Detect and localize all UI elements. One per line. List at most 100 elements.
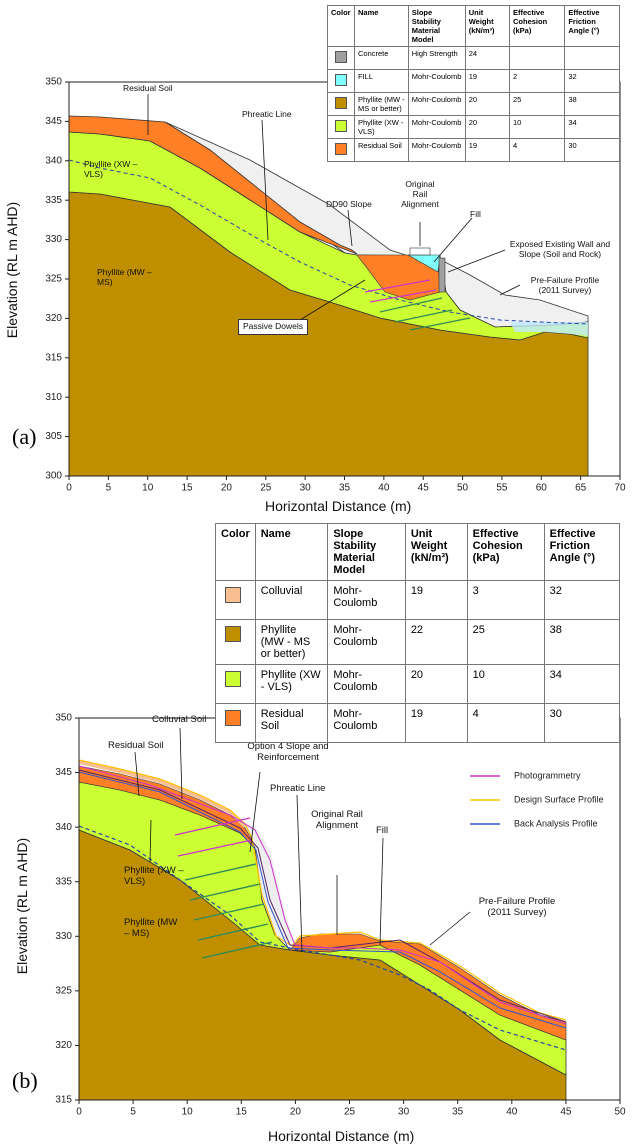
table-cell xyxy=(565,47,620,70)
x-tick-label: 65 xyxy=(575,483,587,494)
table-header-cell: Effective Cohesion (kPa) xyxy=(510,6,565,47)
table-header-cell: Effective Friction Angle (°) xyxy=(544,524,619,581)
pointer xyxy=(434,218,472,262)
table-cell: Mohr-Coulomb xyxy=(328,704,406,743)
table-cell: Mohr-Coulomb xyxy=(408,139,465,162)
annotation: Fill xyxy=(470,210,481,220)
table-cell: 19 xyxy=(465,139,509,162)
x-tick-label: 55 xyxy=(496,483,508,494)
table-cell xyxy=(216,620,256,665)
x-tick-label: 10 xyxy=(182,1107,194,1118)
table-cell: Residual Soil xyxy=(355,139,409,162)
pointer xyxy=(500,285,520,295)
x-tick-label: 35 xyxy=(339,483,351,494)
table-cell: Phyllite (MW - MS or better) xyxy=(355,93,409,116)
table-cell: 30 xyxy=(565,139,620,162)
table-cell: Colluvial xyxy=(255,581,328,620)
color-swatch xyxy=(225,671,241,687)
color-swatch xyxy=(335,97,347,109)
table-header-cell: Slope Stability Material Model xyxy=(328,524,406,581)
table-cell: FILL xyxy=(355,70,409,93)
table-cell xyxy=(328,93,355,116)
pointer xyxy=(297,795,302,952)
table-header-cell: Color xyxy=(216,524,256,581)
y-tick-label: 330 xyxy=(55,931,72,942)
annotation: Phreatic Line xyxy=(242,110,292,120)
table-header-cell: Slope Stability Material Model xyxy=(408,6,465,47)
annotation: Phyllite (MW – MS) xyxy=(124,918,184,940)
table-cell: Residual Soil xyxy=(255,704,328,743)
table-cell: 22 xyxy=(405,620,467,665)
x-tick-label: 0 xyxy=(66,483,72,494)
annotation: DD90 Slope xyxy=(326,200,372,210)
color-swatch xyxy=(335,74,347,86)
table-cell: 24 xyxy=(465,47,509,70)
table-cell: 32 xyxy=(565,70,620,93)
color-swatch xyxy=(225,710,241,726)
y-tick-label: 335 xyxy=(55,876,72,887)
table-cell: 34 xyxy=(565,116,620,139)
wall xyxy=(439,258,445,292)
y-tick-label: 320 xyxy=(55,1040,72,1051)
x-tick-label: 40 xyxy=(506,1107,518,1118)
table-row: Phyllite (XW - VLS)Mohr-Coulomb201034 xyxy=(328,116,620,139)
x-tick-label: 60 xyxy=(536,483,548,494)
x-tick-label: 15 xyxy=(182,483,194,494)
x-tick-label: 30 xyxy=(300,483,312,494)
table-cell xyxy=(328,139,355,162)
pointer xyxy=(430,912,470,945)
x-tick-label: 10 xyxy=(142,483,154,494)
color-swatch xyxy=(335,51,347,63)
x-tick-label: 25 xyxy=(344,1107,356,1118)
x-tick-label: 0 xyxy=(76,1107,82,1118)
x-tick-label: 50 xyxy=(457,483,469,494)
table-header-cell: Name xyxy=(355,6,409,47)
y-tick-label: 340 xyxy=(45,155,62,166)
annotation: Pre-Failure Profile (2011 Survey) xyxy=(520,276,610,296)
y-tick-label: 350 xyxy=(45,77,62,88)
table-cell: Phyllite (MW - MS or better) xyxy=(255,620,328,665)
annotation: Original Rail Alignment xyxy=(398,180,442,209)
table-cell xyxy=(328,116,355,139)
x-tick-label: 20 xyxy=(221,483,233,494)
material-table: ColorNameSlope Stability Material ModelU… xyxy=(327,5,620,162)
table-cell: 19 xyxy=(465,70,509,93)
annotation: Original Rail Alignment xyxy=(308,810,366,832)
color-swatch xyxy=(335,120,347,132)
table-cell xyxy=(216,581,256,620)
y-tick-label: 325 xyxy=(55,985,72,996)
table-cell: 34 xyxy=(544,665,619,704)
table-row: Phyllite (MW - MS or better)Mohr-Coulomb… xyxy=(216,620,620,665)
y-axis-label: Elevation (RL m AHD) xyxy=(4,202,20,338)
table-header-cell: Name xyxy=(255,524,328,581)
annotation: Colluvial Soil xyxy=(152,715,206,726)
table-cell: Phyllite (XW - VLS) xyxy=(355,116,409,139)
y-tick-label: 345 xyxy=(55,767,72,778)
table-cell: 38 xyxy=(565,93,620,116)
table-cell: 20 xyxy=(405,665,467,704)
table-cell: 20 xyxy=(465,93,509,116)
table-cell: 2 xyxy=(510,70,565,93)
annotation: Phreatic Line xyxy=(270,784,325,795)
table-cell: Mohr-Coulomb xyxy=(328,665,406,704)
panel-label: (b) xyxy=(12,1068,38,1094)
table-header: ColorNameSlope Stability Material ModelU… xyxy=(328,6,620,47)
table-cell xyxy=(328,47,355,70)
y-tick-label: 325 xyxy=(45,274,62,285)
table-cell: Mohr-Coulomb xyxy=(328,581,406,620)
y-tick-label: 350 xyxy=(55,713,72,724)
annotation: Passive Dowels xyxy=(238,319,308,335)
y-tick-label: 315 xyxy=(55,1095,72,1106)
x-tick-label: 70 xyxy=(614,483,626,494)
y-tick-label: 345 xyxy=(45,116,62,127)
x-axis-label: Horizontal Distance (m) xyxy=(268,1128,414,1144)
x-axis-label: Horizontal Distance (m) xyxy=(265,498,411,514)
table-cell: 4 xyxy=(510,139,565,162)
y-axis-label: Elevation (RL m AHD) xyxy=(14,838,30,974)
annotation: Option 4 Slope and Reinforcement xyxy=(232,742,344,764)
table-cell: 3 xyxy=(467,581,544,620)
x-tick-label: 40 xyxy=(378,483,390,494)
y-tick-label: 330 xyxy=(45,234,62,245)
annotation: Fill xyxy=(376,826,388,837)
